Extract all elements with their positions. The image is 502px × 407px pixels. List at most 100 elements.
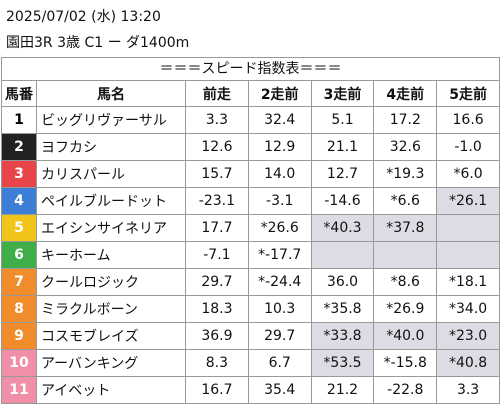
- horse-number: 8: [1, 295, 37, 323]
- speed-cell: *23.0: [436, 322, 500, 350]
- speed-cell: 21.2: [310, 376, 375, 404]
- speed-cell: 29.7: [185, 268, 249, 296]
- horse-name: ヨフカシ: [36, 133, 186, 161]
- horse-name: ビッグリヴァーサル: [36, 106, 186, 134]
- horse-row: 8 ミラクルボーン 18.3 10.3 *35.8 *26.9 *34.0: [1, 295, 500, 323]
- horse-number: 10: [1, 349, 37, 377]
- column-header: 4走前: [373, 80, 438, 107]
- horse-name: キーホーム: [36, 241, 186, 269]
- horse-row: 9 コスモブレイズ 36.9 29.7 *33.8 *40.0 *23.0: [1, 322, 500, 350]
- speed-cell: *26.6: [247, 214, 312, 242]
- horse-row: 2 ヨフカシ 12.6 12.9 21.1 32.6 -1.0: [1, 133, 500, 161]
- horse-number: 9: [1, 322, 37, 350]
- column-header: 2走前: [247, 80, 312, 107]
- horse-row: 4 ペイルブルードット -23.1 -3.1 -14.6 *6.6 *26.1: [1, 187, 500, 215]
- table-caption: ＝＝＝スピード指数表＝＝＝: [1, 57, 500, 80]
- horse-number: 2: [1, 133, 37, 161]
- speed-cell: 14.0: [247, 160, 312, 188]
- speed-cell: -1.0: [436, 133, 500, 161]
- speed-cell: *6.0: [436, 160, 500, 188]
- speed-cell: 15.7: [185, 160, 249, 188]
- speed-cell: *53.5: [310, 349, 375, 377]
- speed-cell: *26.9: [373, 295, 438, 323]
- horse-number: 1: [1, 106, 37, 134]
- speed-cell: *-24.4: [247, 268, 312, 296]
- horse-row: 7 クールロジック 29.7 *-24.4 36.0 *8.6 *18.1: [1, 268, 500, 296]
- speed-cell: 16.7: [185, 376, 249, 404]
- speed-cell: [310, 241, 375, 269]
- horse-name: エイシンサイネリア: [36, 214, 186, 242]
- datetime: 2025/07/02 (水) 13:20: [6, 9, 161, 25]
- speed-cell: 6.7: [247, 349, 312, 377]
- speed-cell: 29.7: [247, 322, 312, 350]
- column-header: 馬番: [1, 80, 37, 107]
- speed-cell: 32.6: [373, 133, 438, 161]
- horse-name: コスモブレイズ: [36, 322, 186, 350]
- horse-row: 10 アーバンキング 8.3 6.7 *53.5 *-15.8 *40.8: [1, 349, 500, 377]
- speed-cell: *34.0: [436, 295, 500, 323]
- speed-cell: -3.1: [247, 187, 312, 215]
- speed-cell: 10.3: [247, 295, 312, 323]
- speed-cell: [373, 241, 438, 269]
- horse-row: 5 エイシンサイネリア 17.7 *26.6 *40.3 *37.8: [1, 214, 500, 242]
- speed-cell: 3.3: [436, 376, 500, 404]
- horse-name: クールロジック: [36, 268, 186, 296]
- speed-cell: 12.9: [247, 133, 312, 161]
- speed-cell: *19.3: [373, 160, 438, 188]
- horse-name: カリスパール: [36, 160, 186, 188]
- speed-cell: [436, 214, 500, 242]
- speed-cell: *40.0: [373, 322, 438, 350]
- horse-row: 11 アイベット 16.7 35.4 21.2 -22.8 3.3: [1, 376, 500, 404]
- horse-row: 6 キーホーム -7.1 *-17.7: [1, 241, 500, 269]
- speed-cell: -23.1: [185, 187, 249, 215]
- speed-cell: *33.8: [310, 322, 375, 350]
- horse-number: 7: [1, 268, 37, 296]
- speed-table: ＝＝＝スピード指数表＝＝＝ 馬番 馬名 前走 2走前 3走前 4走前 5走前 1 ビッグリヴァ…: [1, 57, 500, 404]
- speed-cell: *6.6: [373, 187, 438, 215]
- horse-number: 6: [1, 241, 37, 269]
- speed-cell: *37.8: [373, 214, 438, 242]
- horse-name: アーバンキング: [36, 349, 186, 377]
- speed-cell: 36.0: [310, 268, 375, 296]
- horse-name: ペイルブルードット: [36, 187, 186, 215]
- speed-cell: -14.6: [310, 187, 375, 215]
- speed-cell: *40.3: [310, 214, 375, 242]
- horse-number: 4: [1, 187, 37, 215]
- speed-cell: *35.8: [310, 295, 375, 323]
- speed-cell: 35.4: [247, 376, 312, 404]
- horse-row: 3 カリスパール 15.7 14.0 12.7 *19.3 *6.0: [1, 160, 500, 188]
- column-header: 馬名: [36, 80, 186, 107]
- speed-cell: *-15.8: [373, 349, 438, 377]
- speed-cell: [436, 241, 500, 269]
- horse-number: 5: [1, 214, 37, 242]
- speed-cell: 12.7: [310, 160, 375, 188]
- speed-cell: *8.6: [373, 268, 438, 296]
- column-header: 前走: [185, 80, 249, 107]
- horse-row: 1 ビッグリヴァーサル 3.3 32.4 5.1 17.2 16.6: [1, 106, 500, 134]
- speed-cell: 3.3: [185, 106, 249, 134]
- speed-cell: *-17.7: [247, 241, 312, 269]
- speed-cell: 8.3: [185, 349, 249, 377]
- speed-cell: *40.8: [436, 349, 500, 377]
- speed-cell: 18.3: [185, 295, 249, 323]
- speed-cell: 32.4: [247, 106, 312, 134]
- speed-cell: 36.9: [185, 322, 249, 350]
- speed-cell: -7.1: [185, 241, 249, 269]
- speed-cell: 16.6: [436, 106, 500, 134]
- column-header: 5走前: [436, 80, 500, 107]
- race-info: 園田3R 3歳 C1 ー ダ1400m: [6, 35, 190, 51]
- horse-name: アイベット: [36, 376, 186, 404]
- header-row: 馬番 馬名 前走 2走前 3走前 4走前 5走前: [1, 80, 500, 107]
- speed-cell: *26.1: [436, 187, 500, 215]
- speed-cell: 5.1: [310, 106, 375, 134]
- speed-cell: -22.8: [373, 376, 438, 404]
- speed-cell: 17.2: [373, 106, 438, 134]
- speed-cell: *18.1: [436, 268, 500, 296]
- speed-cell: 12.6: [185, 133, 249, 161]
- horse-number: 11: [1, 376, 37, 404]
- horse-number: 3: [1, 160, 37, 188]
- column-header: 3走前: [310, 80, 375, 107]
- speed-cell: 17.7: [185, 214, 249, 242]
- speed-cell: 21.1: [310, 133, 375, 161]
